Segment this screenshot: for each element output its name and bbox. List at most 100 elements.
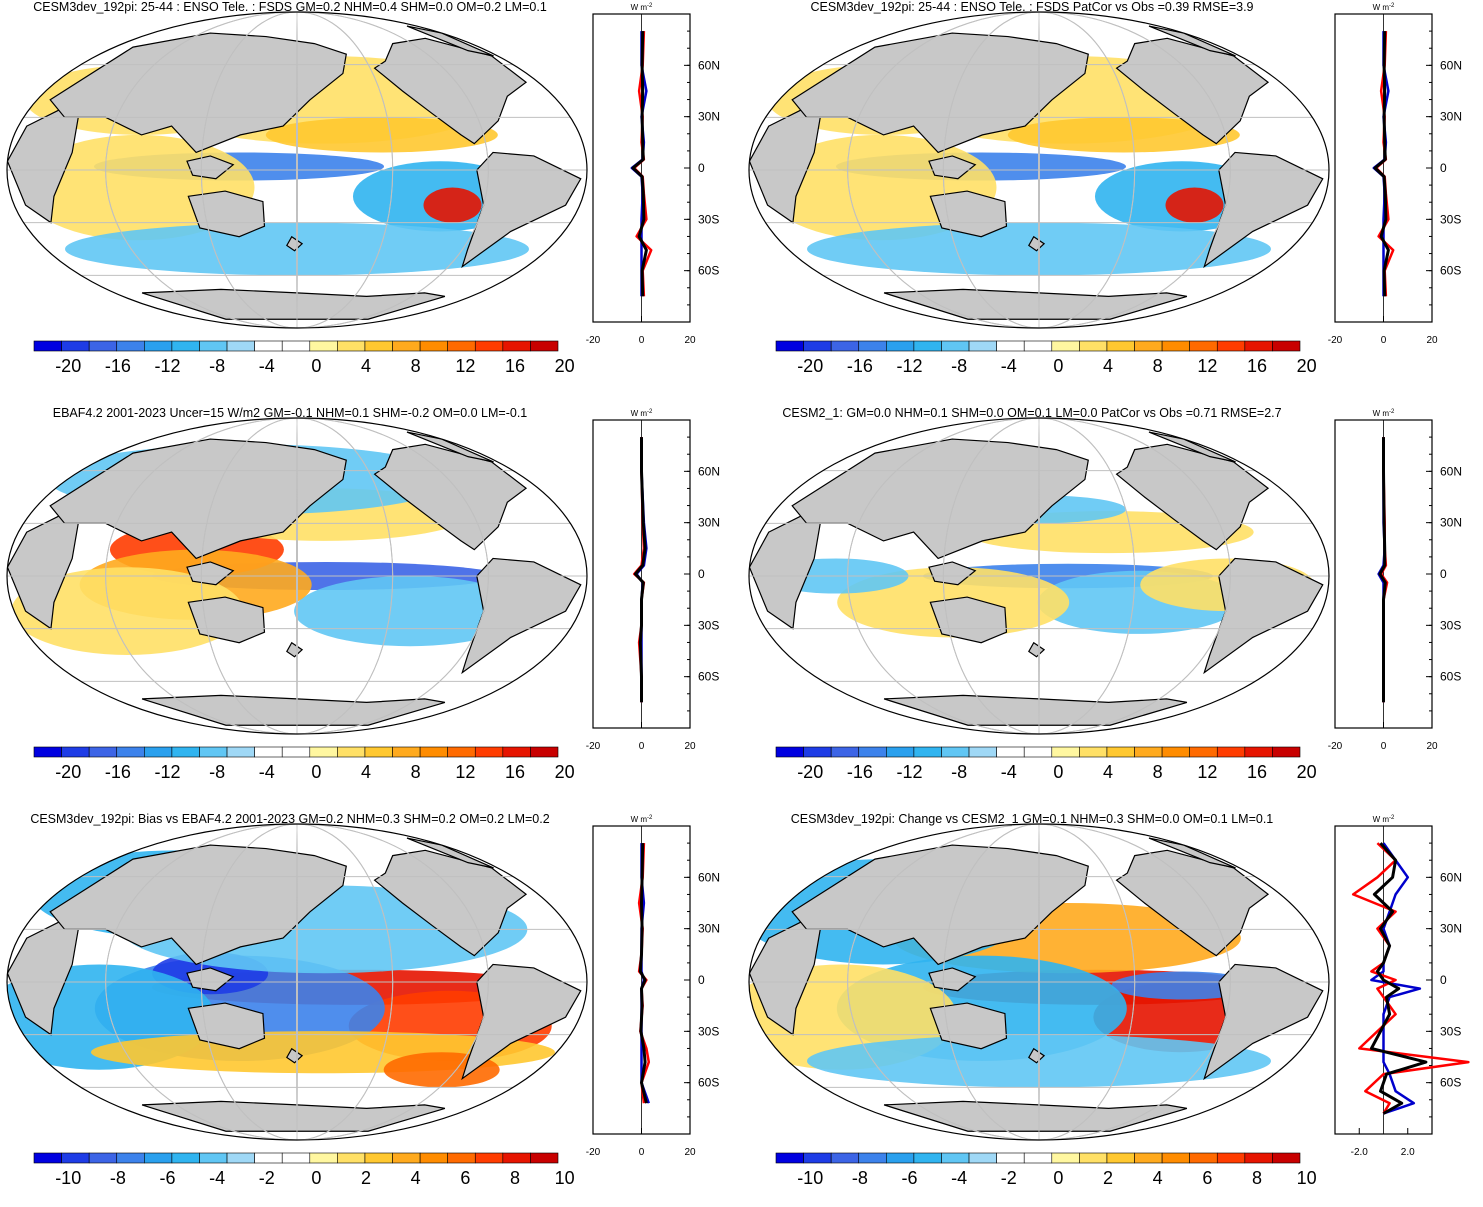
colorbar-swatch <box>392 1152 421 1164</box>
colorbar-label: 10 <box>1297 1168 1317 1187</box>
panel-title: CESM3dev_192pi: 25-44 : ENSO Tele. : FSD… <box>33 0 547 14</box>
land-mass <box>883 1100 1188 1132</box>
colorbar-swatch <box>309 340 338 352</box>
land-mass <box>406 431 494 463</box>
land-mass <box>1028 1047 1046 1064</box>
colorbar-label: -8 <box>852 1168 868 1187</box>
profile-units: W m-2 <box>1373 3 1395 12</box>
colorbar-label: 8 <box>510 1168 520 1187</box>
land-mass <box>141 1100 446 1132</box>
panel-graphic: -20 -16 -12 -8 -4 0 4 8 12 16 20W m-260N30N030S60S… <box>6 409 720 782</box>
profile-lat-label: 60S <box>1440 1076 1461 1090</box>
colorbar-swatch <box>171 1152 200 1164</box>
colorbar-label: 4 <box>1153 1168 1163 1187</box>
profile-x-label: -20 <box>586 1147 601 1158</box>
colorbar-label: 0 <box>311 1168 321 1187</box>
map-border <box>6 417 588 735</box>
colorbar-swatch <box>116 340 145 352</box>
land-mass <box>1203 557 1324 675</box>
colorbar-swatch <box>803 746 832 758</box>
colorbar-swatch <box>775 1152 804 1164</box>
land-mass <box>928 967 977 992</box>
colorbar-swatch <box>858 746 887 758</box>
profile-lat-label: 60S <box>698 264 719 278</box>
land-mass <box>1203 151 1324 269</box>
colorbar-swatch <box>1106 746 1135 758</box>
colorbar-swatch <box>281 340 311 352</box>
colorbar-swatch <box>1051 746 1080 758</box>
colorbar-swatch <box>392 746 421 758</box>
profile-lat-label: 60S <box>698 1076 719 1090</box>
colorbar-label: 2 <box>361 1168 371 1187</box>
colorbar-label: 16 <box>1247 356 1267 376</box>
colorbar-label: 4 <box>1103 762 1113 782</box>
colorbar-label: -6 <box>901 1168 917 1187</box>
colorbar-swatch <box>337 746 366 758</box>
land-mass <box>883 694 1188 726</box>
colorbar-label: -8 <box>209 356 225 376</box>
panel-title: CESM3dev_192pi: 25-44 : ENSO Tele. : FSD… <box>810 0 1254 14</box>
profile-x-label: -20 <box>1328 741 1343 752</box>
colorbar-swatch <box>886 340 915 352</box>
colorbar-label: -2 <box>259 1168 275 1187</box>
colorbar-swatch <box>61 340 90 352</box>
profile-x-label: 0 <box>1381 741 1387 752</box>
profile-units-exponent: -2 <box>1389 409 1395 415</box>
colorbar-swatch <box>968 746 997 758</box>
colorbar-label: -16 <box>105 762 131 782</box>
colorbar-swatch <box>1244 1152 1273 1164</box>
profile-lat-label: 30N <box>698 516 720 530</box>
panel-title: CESM3dev_192pi: Change vs CESM2_1 GM=0.1… <box>790 812 1274 826</box>
colorbar-label: 12 <box>1197 762 1217 782</box>
land-mass <box>186 561 235 586</box>
meridian-line <box>847 824 1231 1140</box>
colorbar-label: -12 <box>896 762 922 782</box>
colorbar-swatch <box>33 746 62 758</box>
colorbar-label: -2 <box>1001 1168 1017 1187</box>
profile-units-exponent: -2 <box>647 409 653 415</box>
colorbar-label: -4 <box>951 1168 967 1187</box>
colorbar-label: 8 <box>411 356 421 376</box>
colorbar-swatch <box>364 1152 393 1164</box>
colorbar-swatch <box>254 340 283 352</box>
colorbar-swatch <box>1051 340 1080 352</box>
colorbar-swatch <box>996 340 1025 352</box>
colorbar-swatch <box>199 340 228 352</box>
colorbar-swatch <box>419 1152 448 1164</box>
colorbar-label: -4 <box>1001 356 1017 376</box>
profile-units: W m-2 <box>631 3 653 12</box>
profile-x-label: 20 <box>1426 335 1438 346</box>
colorbar-swatch <box>116 746 145 758</box>
profile-x-label: -20 <box>586 741 601 752</box>
profile-units-exponent: -2 <box>1389 3 1395 9</box>
meridian-line <box>200 418 394 734</box>
profile-x-label: 20 <box>684 1147 696 1158</box>
profile-x-label: -2.0 <box>1351 1147 1369 1158</box>
colorbar-label: 0 <box>1053 762 1063 782</box>
colorbar-swatch <box>968 340 997 352</box>
anomaly-region <box>423 187 482 223</box>
colorbar-swatch <box>1272 746 1301 758</box>
colorbar-swatch <box>1161 340 1190 352</box>
colorbar-swatch <box>337 1152 366 1164</box>
map-border <box>748 417 1330 735</box>
profile-mean-line <box>1378 437 1387 703</box>
colorbar-swatch <box>1079 746 1108 758</box>
colorbar-swatch <box>226 340 255 352</box>
land-mass <box>461 151 582 269</box>
colorbar-swatch <box>886 1152 915 1164</box>
profile-lat-label: 30S <box>698 618 719 632</box>
anomaly-region <box>1111 971 1257 1000</box>
colorbar-swatch <box>474 1152 504 1164</box>
colorbar-swatch <box>886 746 915 758</box>
colorbar-label: -16 <box>847 356 873 376</box>
meridian-line <box>1038 12 1040 328</box>
panel-title: CESM2_1: GM=0.0 NHM=0.1 SHM=0.0 OM=0.1 L… <box>782 406 1282 420</box>
colorbar-label: 20 <box>555 356 575 376</box>
colorbar-swatch <box>941 746 970 758</box>
profile-lat-label: 0 <box>698 567 705 581</box>
map-layer <box>749 418 1329 734</box>
profile-lat-label: 60S <box>698 670 719 684</box>
map-layer <box>7 824 587 1140</box>
profile-units: W m-2 <box>1373 815 1395 824</box>
